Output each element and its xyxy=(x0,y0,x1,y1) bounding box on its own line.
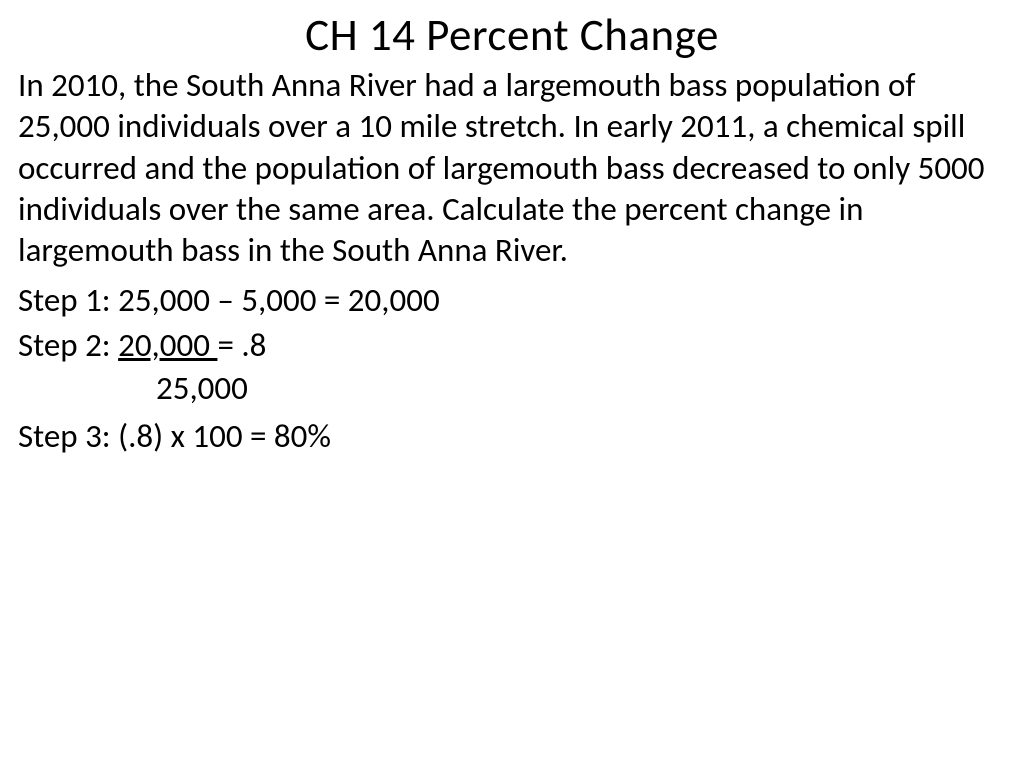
step-2-suffix: = .8 xyxy=(217,325,266,365)
step-2-line-1: Step 2: 20,000 = .8 xyxy=(18,325,1006,365)
step-3: Step 3: (.8) x 100 = 80% xyxy=(18,413,1006,461)
step-1: Step 1: 25,000 – 5,000 = 20,000 xyxy=(18,277,1006,325)
step-2-denominator: 25,000 xyxy=(18,365,1006,413)
slide-title: CH 14 Percent Change xyxy=(18,8,1006,63)
problem-statement: In 2010, the South Anna River had a larg… xyxy=(18,65,1006,271)
step-2-prefix: Step 2: xyxy=(18,325,118,365)
step-2-numerator: 20,000 xyxy=(118,325,217,365)
